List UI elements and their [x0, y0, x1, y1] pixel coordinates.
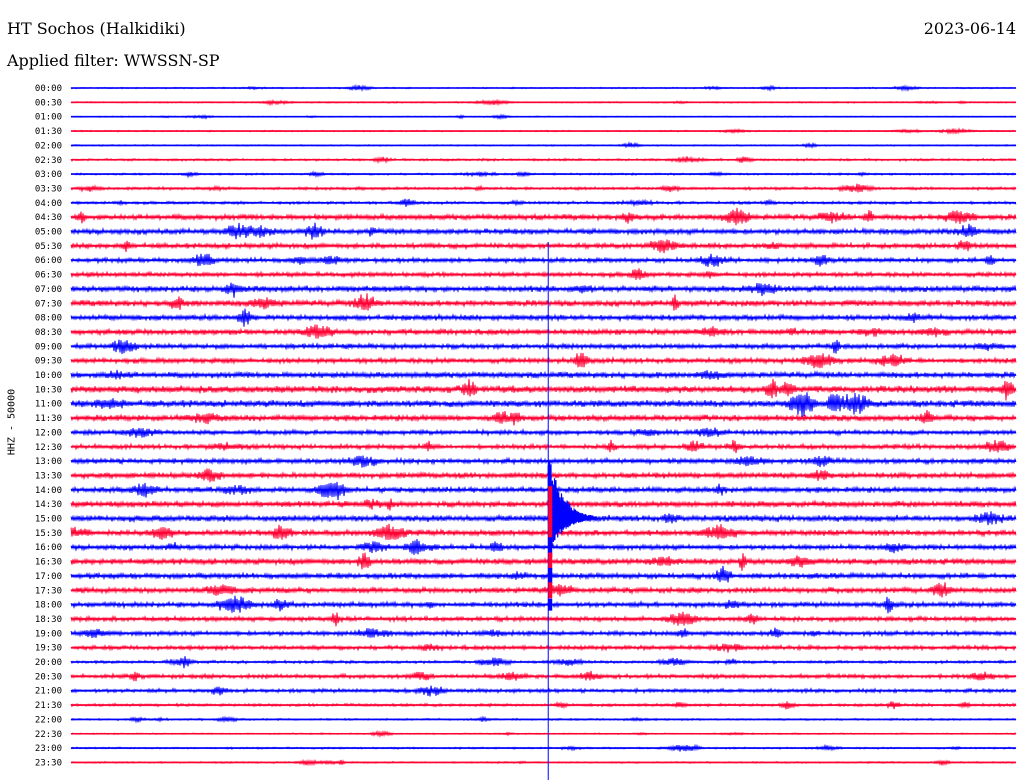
row-label: 00:30 [35, 98, 62, 108]
row-label: 16:30 [35, 558, 62, 568]
row-label: 06:30 [35, 271, 62, 281]
trace-1530 [70, 523, 1017, 540]
row-label: 05:30 [35, 242, 62, 252]
trace-0700 [70, 282, 1017, 298]
row-label: 02:30 [35, 156, 62, 166]
row-label: 03:00 [35, 170, 62, 180]
row-label: 07:00 [35, 285, 62, 295]
date-label: 2023-06-14 [923, 19, 1016, 38]
station-title: HT Sochos (Halkidiki) [7, 19, 186, 38]
row-label: 17:00 [35, 572, 62, 582]
row-label: 11:30 [35, 414, 62, 424]
row-label: 21:00 [35, 687, 62, 697]
row-labels: 00:00 00:30 01:00 01:30 02:00 02:30 03:00 03:30… [35, 84, 62, 768]
row-label: 20:30 [35, 672, 62, 682]
row-label: 09:00 [35, 342, 62, 352]
row-label: 10:30 [35, 385, 62, 395]
row-label: 16:00 [35, 543, 62, 553]
row-label: 19:00 [35, 629, 62, 639]
row-label: 09:30 [35, 357, 62, 367]
row-label: 13:00 [35, 457, 62, 467]
row-label: 17:30 [35, 586, 62, 596]
row-label: 04:30 [35, 213, 62, 223]
trace-1400 [70, 481, 1017, 500]
row-label: 23:00 [35, 744, 62, 754]
row-label: 10:00 [35, 371, 62, 381]
row-label: 18:30 [35, 615, 62, 625]
trace-0730 [70, 293, 1017, 311]
row-label: 18:00 [35, 601, 62, 611]
row-label: 21:30 [35, 701, 62, 711]
row-label: 14:30 [35, 500, 62, 510]
row-label: 12:30 [35, 443, 62, 453]
row-label: 01:30 [35, 127, 62, 137]
event-burst [547, 460, 598, 554]
row-label: 03:30 [35, 184, 62, 194]
row-label: 02:00 [35, 141, 62, 151]
earthquake-event [547, 242, 598, 780]
row-label: 15:00 [35, 515, 62, 525]
row-label: 22:30 [35, 730, 62, 740]
trace-1700 [70, 565, 1017, 583]
row-label: 20:00 [35, 658, 62, 668]
row-label: 14:00 [35, 486, 62, 496]
row-label: 04:00 [35, 199, 62, 209]
row-label: 22:00 [35, 715, 62, 725]
row-label: 07:30 [35, 299, 62, 309]
row-label: 12:00 [35, 428, 62, 438]
row-label: 01:00 [35, 113, 62, 123]
row-label: 08:30 [35, 328, 62, 338]
traces [70, 84, 1017, 767]
row-label: 00:00 [35, 84, 62, 94]
row-label: 23:30 [35, 758, 62, 768]
row-label: 15:30 [35, 529, 62, 539]
filter-label: Applied filter: WWSSN-SP [7, 51, 220, 70]
row-label: 06:00 [35, 256, 62, 266]
row-label: 11:00 [35, 400, 62, 410]
row-label: 05:00 [35, 228, 62, 238]
row-label: 19:30 [35, 644, 62, 654]
row-label: 08:00 [35, 314, 62, 324]
row-label: 13:30 [35, 471, 62, 481]
